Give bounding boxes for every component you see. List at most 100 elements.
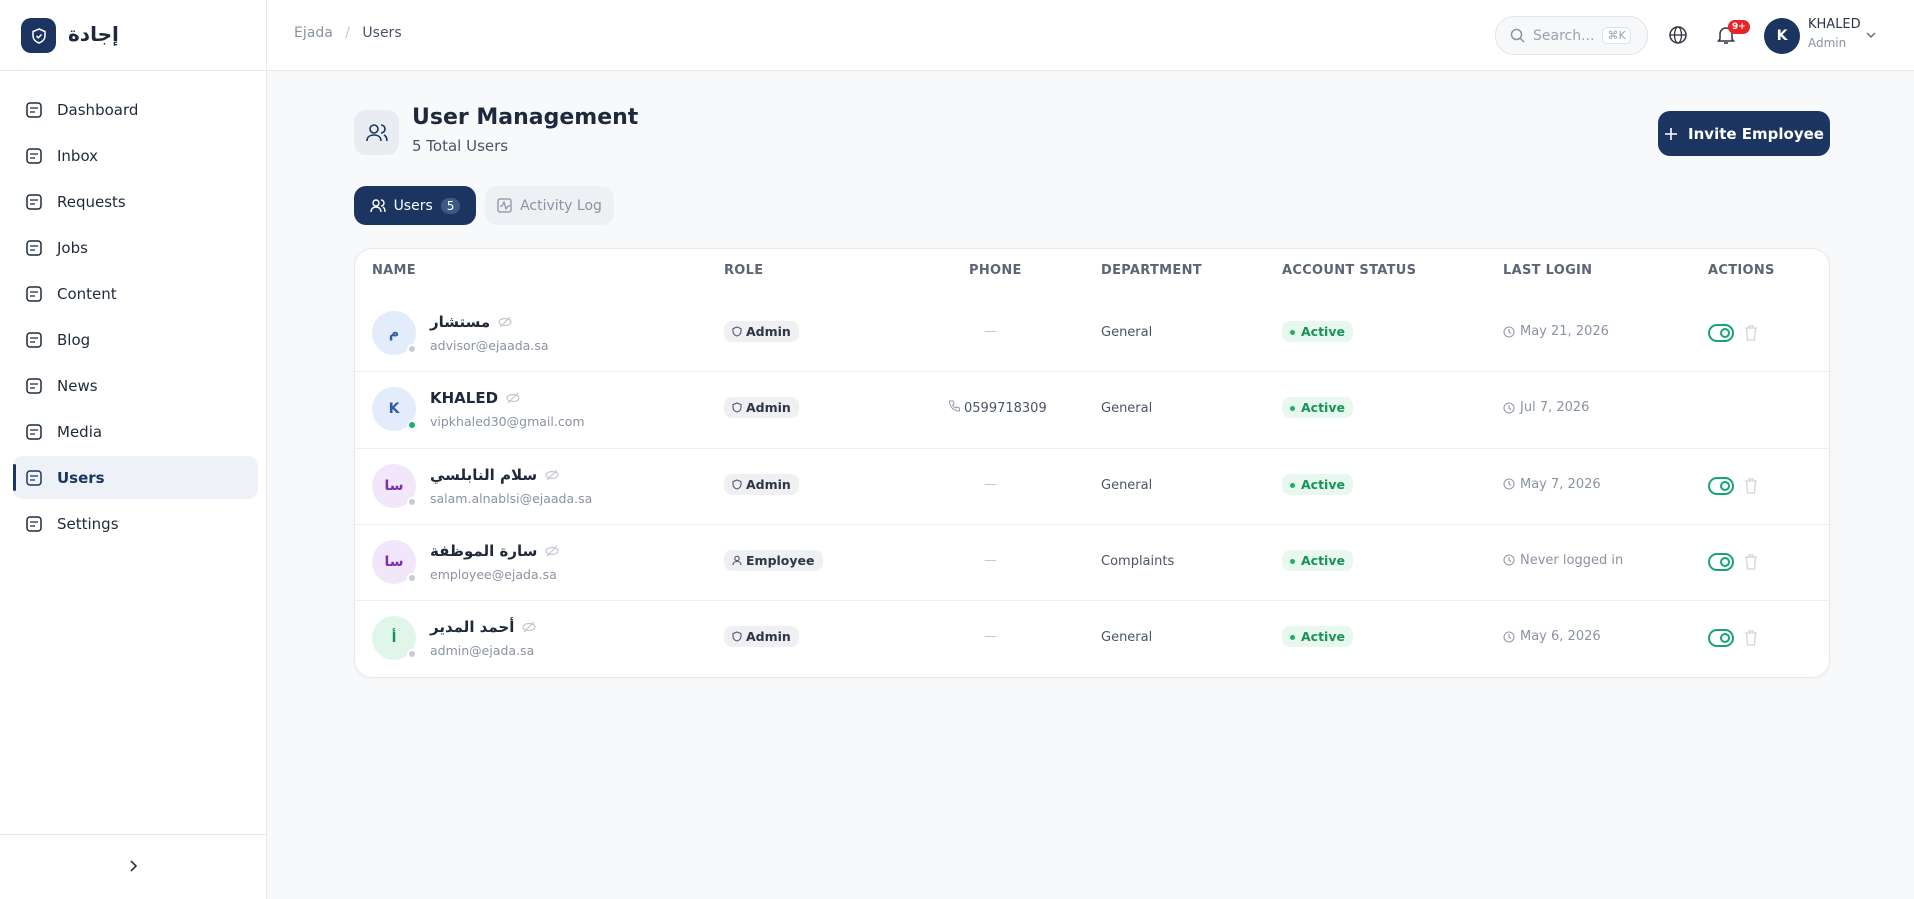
role-badge: Admin — [724, 321, 799, 342]
role-text: Admin — [746, 476, 791, 492]
last-login: Jul 7, 2026 — [1503, 400, 1589, 415]
user-avatar[interactable]: K — [1764, 18, 1800, 54]
phone: 0599718309 — [948, 400, 1047, 416]
row-divider — [355, 371, 1829, 373]
department: Complaints — [1101, 553, 1175, 569]
status-badge: Active — [1282, 397, 1353, 419]
avatar: سا — [372, 463, 417, 508]
nav-label: Media — [57, 422, 103, 441]
nav-label: Settings — [57, 514, 119, 533]
collapse-button[interactable] — [127, 858, 141, 874]
invite-button[interactable]: Invite Employee — [1658, 111, 1830, 156]
nav-label: Inbox — [57, 146, 99, 165]
phone-text: — — [984, 552, 997, 568]
search-placeholder: Search... — [1533, 27, 1595, 44]
avatar-initial: سا — [384, 553, 404, 570]
toggle-button[interactable] — [1708, 629, 1734, 648]
user-menu-chevron[interactable] — [1865, 30, 1877, 40]
sidebar: إجادة Dashboard Inbox Requests Jobs Content B… — [0, 0, 267, 899]
name-text: KHALED — [430, 389, 499, 408]
row-divider — [355, 447, 1829, 449]
last-login-text: Never logged in — [1520, 552, 1624, 568]
nav-item[interactable]: Inbox — [13, 134, 258, 177]
column-header: PHONE — [969, 263, 1022, 278]
user-email: admin@ejada.sa — [430, 643, 535, 659]
avatar: أ — [372, 616, 417, 661]
user-email: advisor@ejaada.sa — [430, 338, 549, 353]
breadcrumb-link[interactable]: Ejada — [294, 25, 333, 41]
last-login: Never logged in — [1503, 553, 1623, 568]
toggle-button[interactable] — [1708, 324, 1734, 342]
status-badge: Active — [1282, 626, 1353, 648]
last-login-text: Jul 7, 2026 — [1520, 400, 1590, 416]
department: General — [1101, 325, 1153, 340]
role-text: Admin — [746, 629, 791, 645]
nav-item[interactable]: Requests — [13, 180, 258, 223]
tab-count: 5 — [440, 197, 461, 214]
nav-label: News — [57, 376, 98, 395]
avatar-initial: م — [388, 325, 400, 341]
role-badge: Employee — [724, 549, 823, 571]
role-text: Admin — [746, 400, 791, 416]
search[interactable]: Search... ⌘K — [1495, 16, 1648, 55]
nav-label: Jobs — [57, 238, 88, 257]
role-badge: Admin — [724, 626, 799, 648]
page-subtitle: 5 Total Users — [412, 137, 509, 155]
last-login-text: May 6, 2026 — [1520, 629, 1601, 645]
logo — [21, 18, 56, 53]
user-name: أحمد المدير — [430, 618, 536, 636]
activity-tab[interactable]: Activity Log — [485, 186, 614, 225]
department: General — [1101, 477, 1153, 493]
delete-button[interactable] — [1743, 324, 1759, 342]
delete-button[interactable] — [1743, 629, 1759, 647]
status-badge: Active — [1282, 321, 1353, 342]
avatar: سا — [372, 539, 417, 584]
phone-text: — — [984, 324, 997, 339]
name-text: سارة الموظفة — [430, 541, 538, 560]
column-header: LAST LOGIN — [1503, 263, 1593, 278]
tab-label: Users — [393, 197, 433, 214]
users-tab[interactable]: Users 5 — [354, 186, 476, 225]
avatar-initial: سا — [384, 477, 404, 494]
phone: — — [984, 629, 997, 644]
column-header: NAME — [372, 263, 416, 278]
user-name: KHALED — [430, 389, 520, 407]
delete-button[interactable] — [1743, 553, 1759, 571]
divider — [0, 70, 267, 71]
user-name: KHALED — [1808, 17, 1861, 32]
avatar: م — [372, 311, 417, 355]
page-icon — [354, 110, 399, 155]
nav-label: Requests — [57, 192, 126, 211]
shortcut: ⌘K — [1602, 27, 1631, 44]
phone-text: 0599718309 — [964, 401, 1047, 417]
nav-item[interactable]: Dashboard — [13, 88, 258, 131]
brand: إجادة — [68, 22, 119, 46]
role-badge: Admin — [724, 473, 799, 495]
nav-item[interactable]: Media — [13, 410, 258, 453]
role-text: Employee — [746, 552, 815, 568]
nav-item[interactable]: News — [13, 364, 258, 407]
avatar: K — [372, 387, 417, 432]
language-button[interactable] — [1668, 25, 1688, 45]
delete-button[interactable] — [1743, 477, 1759, 495]
nav-item[interactable]: Settings — [13, 502, 258, 545]
phone-text: — — [984, 629, 997, 645]
nav-item[interactable]: Content — [13, 272, 258, 315]
row-divider — [355, 523, 1829, 525]
avatar-initial: K — [388, 401, 400, 418]
phone: — — [984, 553, 997, 568]
phone-text: — — [984, 476, 997, 492]
nav-item[interactable]: Jobs — [13, 226, 258, 269]
row-divider — [355, 600, 1829, 602]
user-email: vipkhaled30@gmail.com — [430, 414, 585, 430]
user-email: salam.alnablsi@ejaada.sa — [430, 490, 593, 506]
nav-item[interactable]: Blog — [13, 318, 258, 361]
nav-item[interactable]: Users — [13, 456, 258, 499]
department: General — [1101, 630, 1153, 646]
toggle-button[interactable] — [1708, 476, 1734, 495]
name-text: مستشار — [430, 313, 491, 331]
user-name: مستشار — [430, 313, 512, 331]
toggle-button[interactable] — [1708, 552, 1734, 571]
department: General — [1101, 401, 1153, 417]
